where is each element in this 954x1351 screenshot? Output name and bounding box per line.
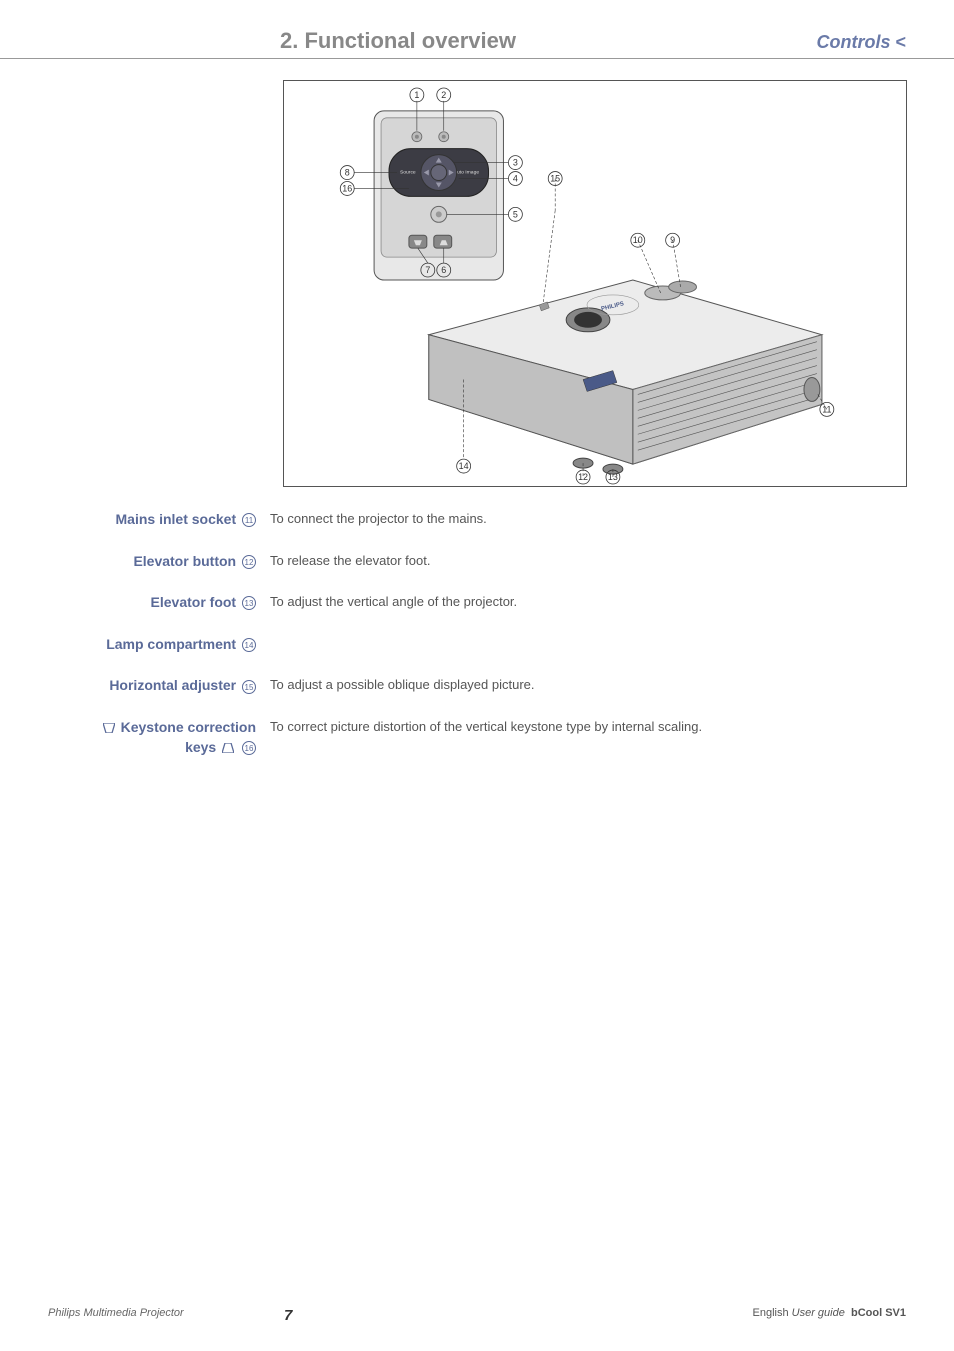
definitions-list: Mains inlet socket 11 To connect the pro…: [48, 510, 906, 779]
def-row: Elevator foot 13 To adjust the vertical …: [48, 593, 906, 613]
remote-autoimage-label: Auto Image: [454, 170, 480, 176]
label-num: 13: [242, 596, 256, 610]
footer-lang: English: [753, 1307, 789, 1319]
footer-model: bCool SV1: [851, 1307, 906, 1319]
svg-text:12: 12: [578, 472, 588, 482]
def-desc: To adjust the vertical angle of the proj…: [270, 593, 906, 609]
footer-page-number: 7: [284, 1307, 292, 1324]
svg-text:7: 7: [425, 265, 430, 275]
def-desc: To adjust a possible oblique displayed p…: [270, 676, 906, 692]
subtitle-text: Controls: [816, 32, 890, 52]
projector-body: PHILIPS: [429, 280, 822, 474]
def-label-mains-inlet: Mains inlet socket 11: [48, 510, 270, 530]
projector-diagram: Source Auto Image: [284, 81, 906, 486]
def-desc: To connect the projector to the mains.: [270, 510, 906, 526]
label-text: Elevator foot: [151, 594, 237, 610]
def-label-lamp-compartment: Lamp compartment 14: [48, 635, 270, 655]
label-text: Horizontal adjuster: [109, 677, 236, 693]
svg-text:13: 13: [608, 472, 618, 482]
svg-text:9: 9: [670, 235, 675, 245]
remote-source-label: Source: [400, 170, 416, 176]
label-num: 14: [242, 638, 256, 652]
label-num: 12: [242, 555, 256, 569]
label-num: 16: [242, 741, 256, 755]
remote-control-panel: Source Auto Image: [374, 111, 503, 280]
header-inner: 2. Functional overview Controls <: [0, 28, 954, 54]
def-row: Keystone correction keys 16 To correct p…: [48, 718, 906, 757]
def-label-keystone: Keystone correction keys 16: [48, 718, 270, 757]
footer-left: Philips Multimedia Projector: [48, 1307, 184, 1319]
section-title: 2. Functional overview: [280, 28, 516, 54]
footer-userguide: User guide: [792, 1307, 845, 1319]
svg-text:8: 8: [345, 168, 350, 178]
svg-text:15: 15: [550, 174, 560, 184]
label-text: Mains inlet socket: [116, 511, 237, 527]
label-num: 15: [242, 680, 256, 694]
def-desc: To correct picture distortion of the ver…: [270, 718, 906, 734]
label-text: Elevator button: [133, 553, 236, 569]
svg-text:4: 4: [513, 174, 518, 184]
section-subtitle: Controls <: [816, 32, 906, 53]
svg-text:5: 5: [513, 209, 518, 219]
footer-right: English User guide bCool SV1: [753, 1307, 906, 1319]
def-row: Horizontal adjuster 15 To adjust a possi…: [48, 676, 906, 696]
label-text-2: keys: [185, 739, 216, 755]
svg-text:11: 11: [822, 404, 831, 414]
svg-text:2: 2: [441, 90, 446, 100]
svg-text:3: 3: [513, 158, 518, 168]
svg-text:1: 1: [414, 90, 419, 100]
def-desc: [270, 635, 906, 636]
page-header: 2. Functional overview Controls <: [0, 28, 954, 59]
trapezoid-down-icon: [103, 723, 115, 733]
subtitle-suffix: <: [895, 32, 906, 52]
label-text: Lamp compartment: [106, 636, 236, 652]
def-label-elevator-foot: Elevator foot 13: [48, 593, 270, 613]
def-row: Lamp compartment 14: [48, 635, 906, 655]
def-row: Mains inlet socket 11 To connect the pro…: [48, 510, 906, 530]
svg-text:10: 10: [633, 235, 643, 245]
diagram-container: Source Auto Image: [283, 80, 907, 487]
def-label-horizontal-adjuster: Horizontal adjuster 15: [48, 676, 270, 696]
page-footer: Philips Multimedia Projector 7 English U…: [48, 1307, 906, 1319]
trapezoid-up-icon: [222, 743, 234, 753]
def-label-elevator-button: Elevator button 12: [48, 552, 270, 572]
label-text: Keystone correction: [121, 719, 256, 735]
label-num: 11: [242, 513, 256, 527]
svg-text:16: 16: [342, 183, 352, 193]
def-desc: To release the elevator foot.: [270, 552, 906, 568]
def-row: Elevator button 12 To release the elevat…: [48, 552, 906, 572]
svg-text:14: 14: [459, 461, 469, 471]
svg-text:6: 6: [441, 265, 446, 275]
